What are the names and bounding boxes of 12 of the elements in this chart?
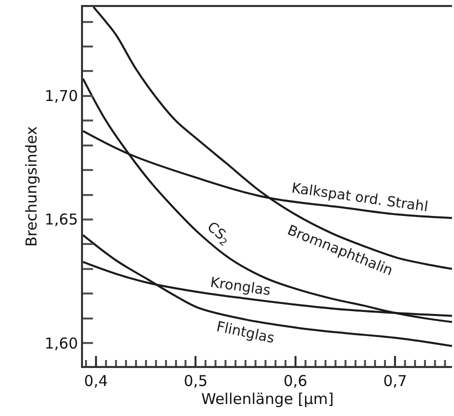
y-tick-label: 1,70 [44,87,78,106]
x-tick-label: 0,7 [383,372,408,390]
text: Kalkspat ord. Strahl [290,180,429,216]
y-tick-label: 1,60 [44,334,78,352]
y-tick-label: 1,65 [44,210,78,229]
text: Kronglas [209,274,272,300]
x-axis-title: Wellenlänge [µm] [201,390,334,408]
y-axis-title: Brechungsindex [22,126,40,247]
x-tick-label: 0,6 [283,372,308,390]
text: Flintglas [214,319,276,347]
x-tick-label: 0,5 [184,372,208,390]
x-tick-label: 0,4 [84,372,108,390]
